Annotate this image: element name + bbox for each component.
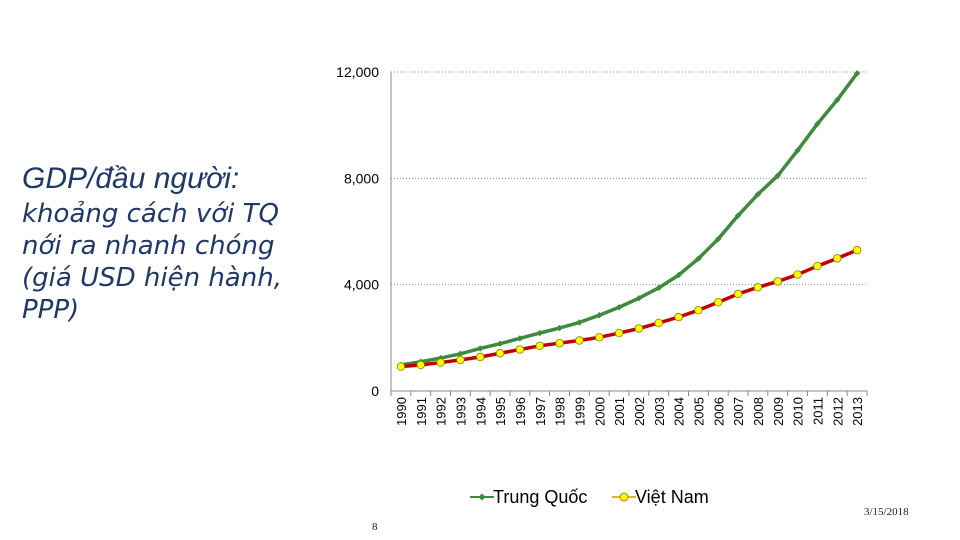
- legend-marker: [619, 492, 629, 502]
- data-point-viet-nam: [773, 277, 782, 286]
- x-tick-label: 2008: [751, 397, 766, 426]
- data-point-viet-nam: [674, 312, 683, 322]
- data-point-trung-quoc: [496, 340, 504, 347]
- x-tick-label: 2003: [652, 397, 667, 426]
- legend-label: Trung Quốc: [493, 487, 587, 507]
- data-point-trung-quoc: [457, 350, 464, 357]
- y-tick-label: 0: [371, 383, 379, 399]
- y-tick-label: 12,000: [336, 64, 379, 80]
- x-tick-label: 2013: [850, 397, 865, 426]
- slide-title: GDP/đầu người: khoảng cách với TQ nới ra…: [22, 160, 322, 326]
- data-point-trung-quoc: [596, 312, 603, 319]
- data-point-viet-nam: [396, 362, 406, 371]
- data-point-trung-quoc: [734, 212, 742, 219]
- slide-date: 3/15/2018: [864, 506, 909, 518]
- x-tick-label: 2001: [612, 397, 627, 426]
- data-point-viet-nam: [476, 352, 485, 362]
- legend-label: Việt Nam: [635, 487, 709, 507]
- data-point-viet-nam: [515, 345, 525, 354]
- x-tick-label: 2004: [672, 397, 687, 426]
- data-point-viet-nam: [654, 318, 663, 328]
- data-point-viet-nam: [495, 349, 505, 358]
- data-point-trung-quoc: [754, 191, 762, 198]
- x-tick-label: 1995: [493, 397, 508, 426]
- data-point-trung-quoc: [576, 319, 583, 326]
- data-point-viet-nam: [753, 283, 763, 292]
- x-tick-label: 2006: [711, 397, 726, 426]
- data-point-viet-nam: [595, 333, 604, 342]
- data-point-trung-quoc: [794, 147, 801, 154]
- x-tick-label: 1993: [453, 397, 468, 426]
- data-point-viet-nam: [416, 360, 425, 370]
- x-tick-label: 1991: [414, 397, 429, 426]
- data-point-trung-quoc: [516, 335, 524, 342]
- data-point-viet-nam: [436, 358, 445, 367]
- data-point-trung-quoc: [853, 70, 861, 77]
- data-point-trung-quoc: [635, 295, 643, 302]
- x-tick-label: 2000: [592, 397, 607, 426]
- x-tick-label: 1997: [533, 397, 548, 426]
- data-point-trung-quoc: [536, 329, 543, 337]
- data-point-trung-quoc: [774, 172, 781, 179]
- data-point-viet-nam: [714, 298, 723, 307]
- data-point-viet-nam: [614, 328, 624, 338]
- slide-title-rest: khoảng cách với TQ nới ra nhanh chóng (g…: [22, 199, 282, 325]
- y-tick-label: 8,000: [344, 170, 379, 186]
- data-point-viet-nam: [694, 305, 703, 315]
- x-tick-label: 1990: [394, 397, 409, 426]
- x-tick-label: 2012: [830, 397, 845, 426]
- data-point-trung-quoc: [675, 271, 682, 279]
- x-tick-label: 1999: [572, 397, 587, 426]
- x-tick-label: 1994: [473, 397, 488, 426]
- data-point-trung-quoc: [814, 120, 821, 128]
- data-point-trung-quoc: [615, 304, 623, 311]
- data-point-viet-nam: [813, 261, 822, 271]
- slide-title-line1: GDP/đầu người:: [22, 162, 240, 195]
- legend-marker: [478, 493, 486, 501]
- x-tick-label: 2009: [771, 397, 786, 426]
- x-tick-label: 2005: [691, 397, 706, 426]
- data-point-viet-nam: [733, 289, 743, 299]
- x-tick-label: 2007: [731, 397, 746, 426]
- y-tick-label: 4,000: [344, 277, 379, 293]
- x-tick-label: 2010: [791, 397, 806, 426]
- x-tick-label: 2011: [810, 397, 825, 425]
- data-point-viet-nam: [575, 336, 584, 345]
- x-tick-label: 2002: [632, 397, 647, 426]
- series-line-viet-nam: [400, 248, 858, 369]
- data-point-trung-quoc: [715, 235, 722, 243]
- data-point-viet-nam: [852, 245, 862, 255]
- page-number: 8: [372, 521, 378, 533]
- x-tick-label: 1996: [513, 397, 528, 426]
- data-point-viet-nam: [555, 338, 564, 348]
- data-point-trung-quoc: [556, 324, 563, 332]
- data-point-viet-nam: [634, 324, 644, 333]
- data-point-viet-nam: [456, 355, 465, 365]
- data-point-trung-quoc: [655, 284, 662, 292]
- data-point-viet-nam: [535, 341, 544, 351]
- data-point-trung-quoc: [834, 96, 841, 104]
- data-point-viet-nam: [833, 254, 842, 263]
- series-line-trung-quoc: [400, 72, 859, 367]
- x-tick-label: 1998: [553, 397, 568, 426]
- data-point-trung-quoc: [477, 345, 484, 352]
- x-tick-label: 1992: [434, 397, 449, 426]
- data-point-viet-nam: [793, 270, 802, 279]
- data-point-trung-quoc: [695, 255, 702, 262]
